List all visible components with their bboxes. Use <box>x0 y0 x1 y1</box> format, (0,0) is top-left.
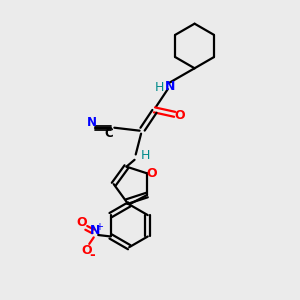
Text: O: O <box>174 109 185 122</box>
Text: -: - <box>89 248 95 262</box>
Text: C: C <box>105 127 113 140</box>
Text: H: H <box>155 81 164 94</box>
Text: O: O <box>81 244 92 257</box>
Text: O: O <box>147 167 158 180</box>
Text: N: N <box>87 116 97 129</box>
Text: N: N <box>165 80 175 93</box>
Text: +: + <box>95 222 104 232</box>
Text: N: N <box>90 224 101 237</box>
Text: O: O <box>76 216 87 229</box>
Text: H: H <box>141 149 150 162</box>
